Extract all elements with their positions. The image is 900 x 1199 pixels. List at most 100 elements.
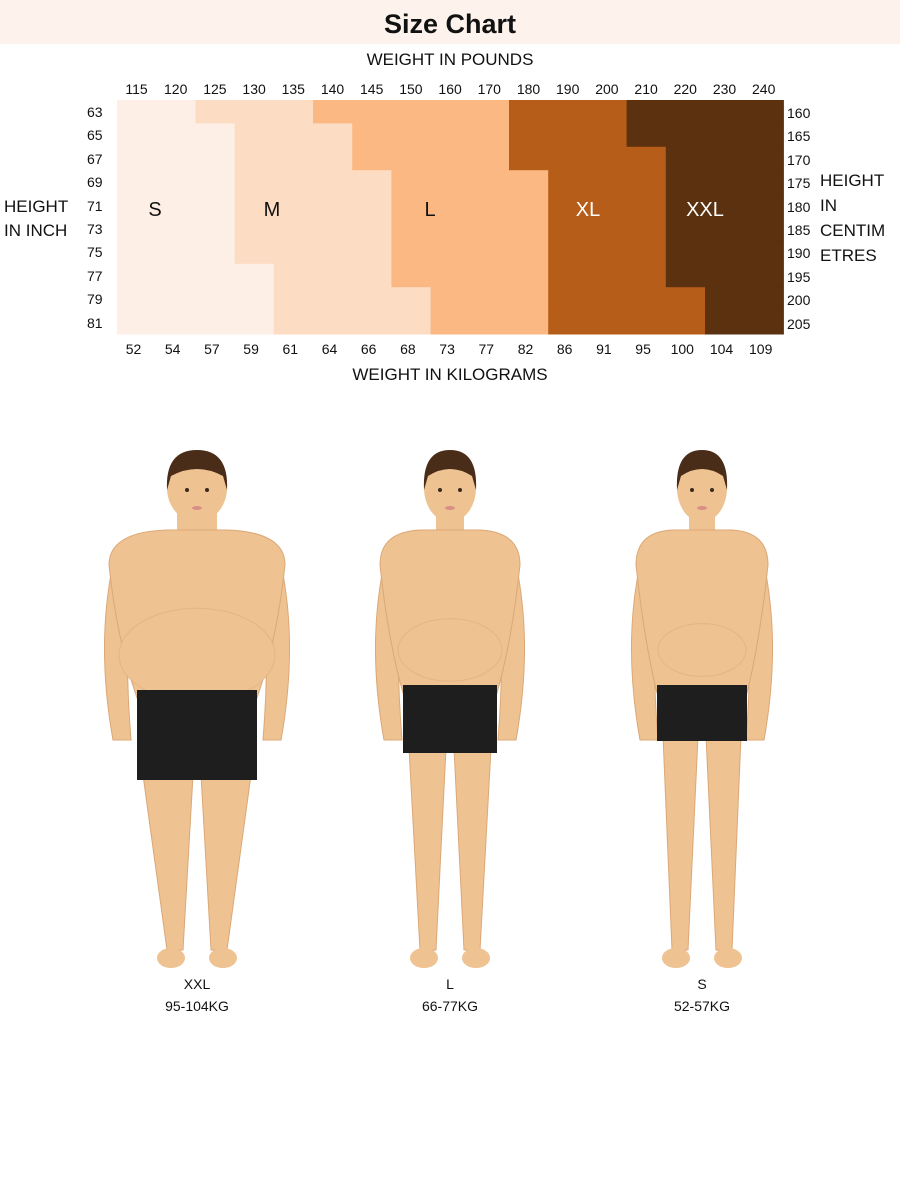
cell-s <box>117 287 275 312</box>
kg-tick: 77 <box>478 341 495 357</box>
kg-tick: 52 <box>125 341 142 357</box>
inch-tick: 69 <box>87 174 103 191</box>
cell-m <box>195 100 314 124</box>
kg-tick: 59 <box>243 341 259 357</box>
right-leg <box>705 735 742 951</box>
figure-label: S 52-57KG <box>622 973 782 1017</box>
cm-tick: 205 <box>787 315 811 332</box>
lb-tick: 230 <box>712 81 737 97</box>
kg-tick: 57 <box>204 341 220 357</box>
kg-tick: 86 <box>556 341 573 357</box>
right-foot <box>714 948 742 968</box>
lb-tick: 170 <box>477 81 501 97</box>
lb-tick: 220 <box>673 81 697 97</box>
cell-s <box>117 123 236 148</box>
figure-size: S <box>697 976 707 992</box>
hair <box>166 450 228 490</box>
mouth <box>697 506 707 510</box>
hair <box>423 450 477 490</box>
kg-tick: 82 <box>517 341 534 357</box>
kg-tick: 104 <box>709 341 734 357</box>
cell-xl <box>548 287 706 312</box>
cell-xxl <box>665 146 784 171</box>
size-label-l: L <box>424 199 435 221</box>
cm-tick: 180 <box>787 198 811 215</box>
cm-tick: 160 <box>787 105 811 121</box>
figure-l <box>375 450 525 968</box>
left-eye <box>690 488 694 492</box>
cell-l <box>391 193 549 218</box>
figure-weight-range: 95-104KG <box>165 998 229 1014</box>
title-bar: Size Chart <box>0 0 900 44</box>
x-axis-bottom-label: WEIGHT IN KILOGRAMS <box>352 365 548 384</box>
cell-l <box>391 240 549 265</box>
lb-tick: 210 <box>634 81 658 97</box>
cell-xl <box>509 146 667 171</box>
kg-tick: 109 <box>749 341 773 357</box>
left-eye <box>185 488 189 492</box>
cell-m <box>273 263 392 288</box>
shorts <box>657 685 747 741</box>
cell-l <box>352 146 510 171</box>
figure-xxl <box>104 450 290 968</box>
left-leg <box>662 735 699 951</box>
right-eye <box>205 488 209 492</box>
cell-m <box>234 170 392 195</box>
right-foot <box>209 948 237 968</box>
mouth <box>445 506 455 510</box>
cell-xxl <box>665 217 784 241</box>
lb-tick: 150 <box>399 81 423 97</box>
inch-tick: 75 <box>87 244 103 261</box>
right-eye <box>710 488 714 492</box>
cm-tick: 200 <box>787 292 811 309</box>
cm-tick: 185 <box>787 222 811 238</box>
belly <box>657 623 747 677</box>
figure-label: L 66-77KG <box>370 973 530 1017</box>
cell-s <box>117 170 236 195</box>
cell-l <box>391 217 549 241</box>
cell-xl <box>548 263 667 288</box>
cell-xxl <box>665 170 784 195</box>
cell-xl <box>548 240 667 265</box>
right-leg <box>453 747 492 951</box>
cell-l <box>352 123 510 148</box>
right-foot <box>462 948 490 968</box>
cm-tick: 170 <box>787 151 811 168</box>
inch-tick: 67 <box>87 150 103 167</box>
inch-tick: 77 <box>87 267 103 284</box>
cell-xl <box>548 217 667 241</box>
cell-xl <box>548 170 667 195</box>
kg-tick: 64 <box>321 341 338 357</box>
kg-tick: 68 <box>400 341 416 357</box>
cell-xl <box>548 310 706 335</box>
x-axis-top-label: WEIGHT IN POUNDS <box>366 50 534 69</box>
lb-tick: 130 <box>242 81 266 97</box>
belly <box>118 607 276 703</box>
cell-xxl <box>705 287 784 312</box>
cell-m <box>273 287 432 312</box>
lb-tick: 160 <box>438 81 462 97</box>
lb-tick: 200 <box>595 81 619 97</box>
cell-l <box>430 310 549 335</box>
lb-tick: 115 <box>125 81 148 97</box>
cell-s <box>117 240 236 265</box>
cell-m <box>234 240 392 265</box>
belly <box>397 618 503 682</box>
y-axis-right-label-3: CENTIM <box>820 221 886 240</box>
lb-tick: 180 <box>516 81 541 97</box>
cell-s <box>117 263 275 288</box>
y-axis-left-label-2: IN INCH <box>4 221 68 240</box>
cell-xl <box>509 123 628 148</box>
right-eye <box>458 488 462 492</box>
cell-xxl <box>665 240 784 265</box>
lb-tick: 125 <box>203 81 227 97</box>
y-axis-right-label-2: IN <box>820 196 837 215</box>
figure-weight-range: 66-77KG <box>421 998 479 1014</box>
cell-s <box>117 146 236 171</box>
figure-size: L <box>446 976 454 992</box>
cell-m <box>234 146 353 171</box>
cm-tick: 175 <box>787 175 811 192</box>
inch-tick: 81 <box>87 314 103 331</box>
